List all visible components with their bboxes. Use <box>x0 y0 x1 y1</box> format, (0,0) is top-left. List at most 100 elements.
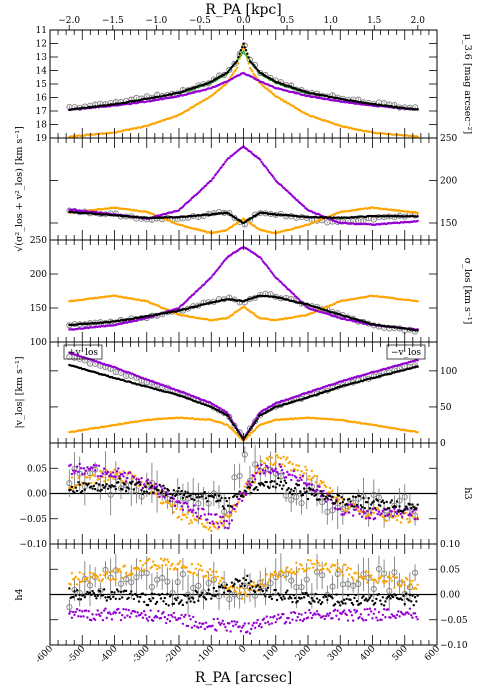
bulge-model-point <box>230 74 234 77</box>
annotation-box <box>386 344 426 360</box>
total-model-point <box>233 424 236 427</box>
total-model-point <box>241 436 244 439</box>
bulge-model-point <box>313 474 316 478</box>
observed-point <box>231 422 238 429</box>
disc-model-point <box>210 513 213 516</box>
disc-model-point <box>106 470 110 474</box>
bulge-model-point <box>234 68 237 72</box>
disc-model-point <box>277 278 280 281</box>
disc-model-point <box>141 486 145 490</box>
disc-model-point <box>277 472 280 475</box>
disc-model-point <box>229 511 232 514</box>
bulge-model-point <box>309 478 312 482</box>
disc-model-point <box>250 151 253 154</box>
bulge-model-point <box>179 508 182 511</box>
disc-model-point <box>221 261 225 264</box>
bulge-model-point <box>86 476 89 479</box>
disc-model-point <box>177 209 181 212</box>
total-model-point <box>247 56 250 59</box>
disc-model-point <box>161 488 164 491</box>
bulge-model-point <box>269 462 272 465</box>
disc-model-point <box>213 271 217 274</box>
disc-model-point <box>217 526 221 529</box>
disc-model-point <box>100 475 103 478</box>
y-tick-label: 11 <box>36 26 47 36</box>
y-tick-label: 0 <box>440 439 446 449</box>
observed-point <box>288 496 295 503</box>
disc-model-point <box>164 490 168 494</box>
bulge-model-point <box>408 520 412 523</box>
disc-model-point <box>210 276 213 279</box>
bulge-model-point <box>288 460 292 464</box>
disc-model-point <box>215 513 218 516</box>
disc-model-point <box>204 184 208 187</box>
disc-model-point <box>102 467 106 470</box>
disc-model-point <box>199 514 203 518</box>
disc-model-point <box>265 264 268 267</box>
disc-model-point <box>264 469 267 472</box>
observed-point <box>360 493 367 500</box>
bulge-model-point <box>283 464 286 468</box>
bulge-model-point <box>266 458 270 461</box>
disc-model-point <box>344 511 347 514</box>
bulge-model-point <box>247 62 250 65</box>
disc-model-point <box>118 474 121 478</box>
disc-model-point <box>97 464 101 467</box>
disc-model-point <box>360 515 364 518</box>
bulge-model-point <box>72 487 75 490</box>
total-model-point <box>244 49 248 52</box>
disc-model-point <box>121 472 124 476</box>
bulge-model-point <box>286 456 289 459</box>
disc-model-point <box>261 468 265 472</box>
bulge-model-point <box>180 518 183 521</box>
disc-model-point <box>304 482 307 485</box>
disc-model-point <box>262 472 266 475</box>
disc-model-point <box>73 471 76 475</box>
bulge-model-point <box>282 455 285 459</box>
disc-model-point <box>173 504 177 508</box>
bulge-model-point <box>399 521 403 524</box>
bulge-model-point <box>299 473 302 476</box>
observed-point <box>205 500 212 507</box>
disc-model-point <box>222 519 226 523</box>
y-tick-label: 13 <box>36 53 48 63</box>
bulge-model-point <box>284 458 288 461</box>
y-tick-label: 150 <box>30 304 47 314</box>
total-model-point <box>243 46 246 49</box>
disc-model-point <box>246 483 249 486</box>
disc-model-point <box>247 480 250 483</box>
observed-point <box>210 490 217 497</box>
bulge-model-point <box>251 476 254 479</box>
bulge-model-point <box>175 507 178 510</box>
disc-model-point <box>310 483 314 486</box>
bulge-model-point <box>88 475 92 479</box>
bulge-model-point <box>229 76 232 79</box>
disc-model-point <box>255 471 258 475</box>
disc-model-point <box>284 285 288 289</box>
disc-model-point <box>351 514 355 517</box>
disc-model-point <box>72 469 75 472</box>
bulge-model-point <box>219 520 222 523</box>
disc-model-point <box>215 172 218 175</box>
total-model-point <box>228 417 231 420</box>
bulge-model-point <box>304 465 307 468</box>
disc-model-point <box>82 467 85 470</box>
observed-point <box>370 491 377 498</box>
disc-model-point <box>153 485 156 488</box>
disc-model-point <box>357 506 360 509</box>
bulge-model-point <box>281 463 284 466</box>
disc-model-point <box>282 472 285 475</box>
bulge-model-point <box>404 511 408 514</box>
disc-model-point <box>149 481 152 485</box>
disc-model-point <box>105 472 108 476</box>
y-tick-label: 18 <box>36 121 48 131</box>
total-model-point <box>248 428 252 431</box>
observed-point <box>117 485 124 492</box>
disc-model-point <box>137 478 141 481</box>
disc-model-point <box>198 190 201 193</box>
disc-model-point <box>224 160 227 163</box>
bulge-model-point <box>300 470 303 473</box>
observed-point <box>164 495 171 502</box>
bulge-model-point <box>310 469 314 473</box>
bulge-model-point <box>233 430 236 433</box>
